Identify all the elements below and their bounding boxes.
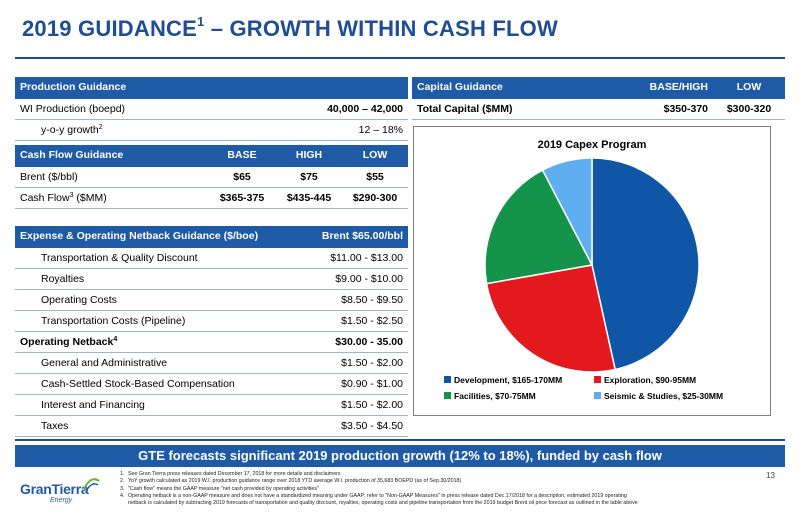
operating-netback-label: Operating Netback4 — [15, 331, 308, 353]
netback-row-label: Cash-Settled Stock-Based Compensation — [15, 373, 308, 395]
cash-flow-low: $290-300 — [342, 187, 408, 209]
table-row: Cash Flow3 ($MM) $365-375 $435-445 $290-… — [15, 187, 408, 209]
total-capital-base: $350-370 — [615, 98, 713, 120]
netback-row-label: Operating Costs — [15, 289, 308, 311]
cash-flow-base: $365-375 — [208, 187, 276, 209]
netback-row-value: $11.00 - $13.00 — [308, 247, 408, 269]
footnote: netback is calculated by subtracting 201… — [128, 500, 638, 507]
capex-pie — [484, 157, 700, 373]
pie-slice-0 — [591, 157, 700, 371]
legend-swatch — [594, 392, 601, 400]
chart-title: 2019 Capex Program — [537, 139, 647, 151]
pie-slice-2 — [484, 169, 594, 285]
netback-row-value: $1.50 - $2.00 — [308, 394, 408, 416]
table-row: Transportation Costs (Pipeline) $1.50 - $… — [15, 310, 408, 332]
table-row: Brent ($/bbl) $65 $75 $55 — [15, 166, 408, 188]
table-row: Transportation & Quality Discount $11.00 … — [15, 247, 408, 269]
table-header: Expense & Operating Netback Guidance ($/… — [15, 226, 408, 248]
cashflow-col-base: BASE — [208, 145, 276, 167]
cashflow-col-high: HIGH — [276, 145, 342, 167]
legend-swatch — [594, 376, 601, 384]
table-row: Taxes $3.50 - $4.50 — [15, 415, 408, 437]
capital-col-basehigh: BASE/HIGH — [615, 77, 713, 99]
wi-production-label: WI Production (boepd) — [15, 98, 240, 120]
brent-base: $65 — [208, 166, 276, 188]
table-row: General and Administrative $1.50 - $2.00 — [15, 352, 408, 374]
legend-item: Seismic & Studies, $25-30MM — [594, 391, 723, 401]
footnote: 1. See Gran Tierra press releases dated D… — [120, 471, 341, 477]
legend-label: Seismic & Studies, $25-30MM — [604, 391, 724, 401]
netback-row-label: Transportation & Quality Discount — [15, 247, 308, 269]
footnote: 3. "Cash flow" means the GAAP measure "ne… — [120, 485, 319, 492]
table-row: Total Capital ($MM) $350-370 $300-320 — [412, 98, 785, 120]
table-row: Cash-Settled Stock-Based Compensation $0.… — [15, 373, 408, 395]
brent-label: Brent ($/bbl) — [15, 166, 208, 188]
netback-row-value: $9.00 - $10.00 — [308, 268, 408, 290]
cash-flow-guidance-table: Cash Flow Guidance BASE HIGH LOW Brent (… — [15, 145, 408, 209]
netback-row-label: Interest and Financing — [15, 394, 308, 416]
brent-high: $75 — [276, 166, 342, 188]
netback-row-value: $0.90 - $1.00 — [308, 373, 408, 395]
table-row: Operating Costs $8.50 - $9.50 — [15, 289, 408, 311]
capital-guidance-table: Capital Guidance BASE/HIGH LOW Total Cap… — [412, 77, 785, 120]
table-row: y-o-y growth2 12 – 18% — [15, 119, 408, 141]
netback-row-label: General and Administrative — [15, 352, 308, 374]
netback-col-brent: Brent $65.00/bbl — [308, 226, 408, 248]
cashflow-header: Cash Flow Guidance — [15, 145, 208, 167]
legend-item: Facilities, $70-75MM — [444, 391, 536, 401]
netback-guidance-table: Expense & Operating Netback Guidance ($/… — [15, 226, 408, 437]
yoy-growth-label: y-o-y growth2 — [15, 119, 240, 141]
page-number: 13 — [766, 471, 775, 480]
netback-row-label: Taxes — [15, 415, 308, 437]
capital-col-low: LOW — [713, 77, 785, 99]
key-message-banner: GTE forecasts significant 2019 productio… — [15, 445, 785, 467]
legend-swatch — [444, 376, 451, 384]
yoy-growth-value: 12 – 18% — [240, 119, 408, 141]
footnote: 4. Operating netback is a non-GAAP measur… — [120, 492, 627, 499]
production-guidance-table: Production Guidance WI Production (boepd… — [15, 77, 408, 141]
footnotes: 1. See Gran Tierra press releases dated D… — [120, 471, 760, 507]
legend-label: Development, $165-170MM — [454, 375, 563, 385]
brent-low: $55 — [342, 166, 408, 188]
total-capital-low: $300-320 — [713, 98, 785, 120]
logo-swoosh-icon — [83, 478, 100, 492]
netback-row-value: $8.50 - $9.50 — [308, 289, 408, 311]
netback-row-value: $1.50 - $2.50 — [308, 310, 408, 332]
operating-netback-value: $30.00 - 35.00 — [308, 331, 408, 353]
capex-chart: 2019 Capex Program Development, $165-170… — [413, 126, 771, 416]
pie-slice-3 — [541, 157, 593, 266]
logo-wordmark: GranTierra — [20, 481, 89, 497]
footnote: 2. YoY growth calculated as 2019 W.I. pro… — [120, 478, 462, 485]
cash-flow-label: Cash Flow3 ($MM) — [15, 187, 208, 209]
netback-header: Expense & Operating Netback Guidance ($/… — [15, 226, 308, 248]
legend-item: Development, $165-170MM — [444, 375, 562, 385]
wi-production-value: 40,000 – 42,000 — [240, 98, 408, 120]
banner-rule — [15, 439, 785, 441]
netback-row-value: $3.50 - $4.50 — [308, 415, 408, 437]
gran-tierra-logo: GranTierra Energy — [20, 477, 100, 511]
table-header: Production Guidance — [15, 77, 408, 99]
page-title: 2019 GUIDANCE1 – GROWTH WITHIN CASH FLOW — [22, 14, 558, 41]
netback-row-label: Royalties — [15, 268, 308, 290]
table-row: Royalties $9.00 - $10.00 — [15, 268, 408, 290]
logo-subtext: Energy — [50, 497, 73, 504]
cash-flow-high: $435-445 — [276, 187, 342, 209]
production-header: Production Guidance — [15, 77, 408, 99]
legend-label: Facilities, $70-75MM — [454, 391, 536, 401]
pie-slice-1 — [485, 264, 617, 373]
total-capital-label: Total Capital ($MM) — [412, 98, 615, 120]
table-row: Operating Netback4 $30.00 - 35.00 — [15, 331, 408, 353]
title-rule — [15, 57, 785, 59]
table-header: Cash Flow Guidance BASE HIGH LOW — [15, 145, 408, 167]
table-header: Capital Guidance BASE/HIGH LOW — [412, 77, 785, 99]
legend-swatch — [444, 392, 451, 400]
legend-label: Exploration, $90-95MM — [604, 375, 697, 385]
capital-header: Capital Guidance — [412, 77, 615, 99]
legend-item: Exploration, $90-95MM — [594, 375, 696, 385]
table-row: WI Production (boepd) 40,000 – 42,000 — [15, 98, 408, 120]
cashflow-col-low: LOW — [342, 145, 408, 167]
netback-row-label: Transportation Costs (Pipeline) — [15, 310, 308, 332]
table-row: Interest and Financing $1.50 - $2.00 — [15, 394, 408, 416]
netback-row-value: $1.50 - $2.00 — [308, 352, 408, 374]
